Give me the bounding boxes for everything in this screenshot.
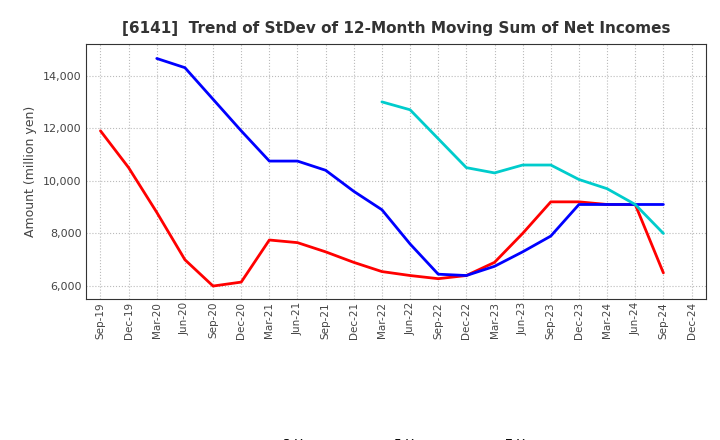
3 Years bbox=[237, 279, 246, 285]
Line: 7 Years: 7 Years bbox=[382, 102, 663, 234]
3 Years bbox=[125, 165, 133, 170]
Y-axis label: Amount (million yen): Amount (million yen) bbox=[24, 106, 37, 237]
Line: 3 Years: 3 Years bbox=[101, 131, 663, 286]
5 Years bbox=[153, 56, 161, 61]
7 Years bbox=[546, 162, 555, 168]
5 Years bbox=[237, 128, 246, 133]
3 Years bbox=[462, 273, 471, 278]
3 Years bbox=[490, 260, 499, 265]
5 Years bbox=[349, 189, 358, 194]
5 Years bbox=[631, 202, 639, 207]
3 Years bbox=[659, 270, 667, 275]
3 Years bbox=[321, 249, 330, 254]
7 Years bbox=[603, 186, 611, 191]
3 Years bbox=[603, 202, 611, 207]
Title: [6141]  Trend of StDev of 12-Month Moving Sum of Net Incomes: [6141] Trend of StDev of 12-Month Moving… bbox=[122, 21, 670, 36]
3 Years bbox=[406, 273, 415, 278]
5 Years bbox=[546, 233, 555, 238]
5 Years bbox=[265, 158, 274, 164]
Legend: 3 Years, 5 Years, 7 Years: 3 Years, 5 Years, 7 Years bbox=[241, 438, 551, 440]
7 Years bbox=[518, 162, 527, 168]
5 Years bbox=[293, 158, 302, 164]
3 Years bbox=[575, 199, 583, 205]
3 Years bbox=[546, 199, 555, 205]
7 Years bbox=[575, 177, 583, 182]
7 Years bbox=[490, 170, 499, 176]
5 Years bbox=[434, 271, 443, 277]
3 Years bbox=[631, 202, 639, 207]
7 Years bbox=[434, 136, 443, 141]
5 Years bbox=[406, 241, 415, 246]
7 Years bbox=[659, 231, 667, 236]
3 Years bbox=[265, 237, 274, 242]
5 Years bbox=[209, 97, 217, 102]
5 Years bbox=[575, 202, 583, 207]
7 Years bbox=[462, 165, 471, 170]
3 Years bbox=[293, 240, 302, 245]
3 Years bbox=[153, 210, 161, 215]
3 Years bbox=[518, 231, 527, 236]
5 Years bbox=[490, 264, 499, 269]
5 Years bbox=[603, 202, 611, 207]
7 Years bbox=[377, 99, 386, 105]
5 Years bbox=[377, 207, 386, 213]
7 Years bbox=[406, 107, 415, 112]
5 Years bbox=[518, 249, 527, 254]
3 Years bbox=[349, 260, 358, 265]
3 Years bbox=[434, 276, 443, 281]
3 Years bbox=[377, 269, 386, 274]
5 Years bbox=[181, 65, 189, 70]
5 Years bbox=[462, 273, 471, 278]
3 Years bbox=[209, 283, 217, 289]
5 Years bbox=[659, 202, 667, 207]
3 Years bbox=[181, 257, 189, 262]
Line: 5 Years: 5 Years bbox=[157, 59, 663, 275]
5 Years bbox=[321, 168, 330, 173]
3 Years bbox=[96, 128, 105, 133]
7 Years bbox=[631, 202, 639, 207]
